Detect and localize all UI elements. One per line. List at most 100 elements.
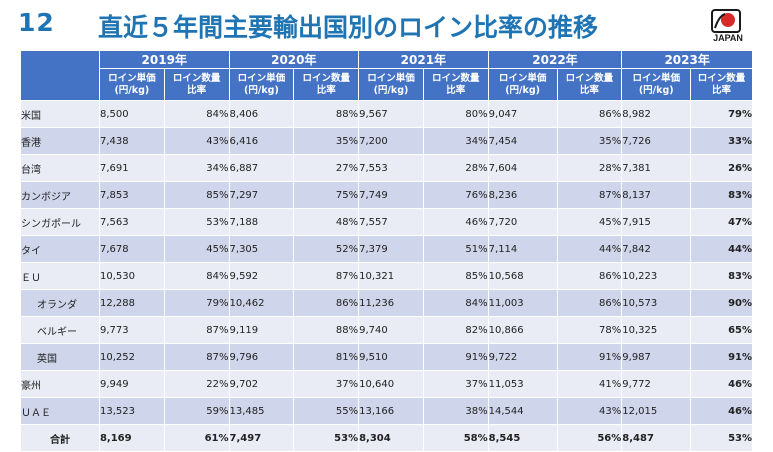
loin-unit-price: 9,773	[98, 316, 165, 344]
loin-quantity-ratio: 87%	[163, 316, 230, 344]
table-row: 香港 7,438 43% 6,416 35% 7,200 34% 7,454 35% 7,726 3…	[20, 127, 753, 155]
sub-header-row: ロイン単価 (円/kg) ロイン数量 比率 ロイン単価 (円/kg) ロイン数量 比率…	[21, 68, 753, 101]
loin-quantity-ratio: 28%	[556, 154, 623, 182]
loin-unit-price: 7,381	[621, 154, 692, 182]
loin-quantity-ratio: 78%	[556, 316, 623, 344]
loin-unit-price: 10,325	[621, 316, 692, 344]
loin-unit-price: 10,462	[228, 289, 295, 317]
country-name: 英国	[20, 343, 100, 371]
total-unit-price: 8,169	[98, 424, 165, 452]
loin-quantity-ratio: 48%	[293, 208, 360, 236]
loin-unit-price: 7,915	[621, 208, 692, 236]
ratio-subheader: ロイン数量 比率	[556, 68, 623, 101]
loin-unit-price: 7,749	[358, 181, 424, 209]
loin-unit-price: 9,987	[621, 343, 692, 371]
loin-quantity-ratio: 83%	[690, 181, 753, 209]
corner-header	[20, 50, 100, 101]
loin-quantity-ratio: 46%	[690, 370, 753, 398]
loin-quantity-ratio: 75%	[293, 181, 360, 209]
loin-quantity-ratio: 79%	[163, 289, 230, 317]
loin-quantity-ratio: 38%	[422, 397, 489, 425]
loin-quantity-ratio: 87%	[556, 181, 623, 209]
loin-unit-price: 13,523	[98, 397, 165, 425]
loin-unit-price: 7,454	[487, 127, 558, 155]
logo-text: JAPAN	[713, 33, 743, 43]
loin-unit-price: 9,772	[621, 370, 692, 398]
total-row: 合計 8,169 61% 7,497 53% 8,304 58% 8,545 56% 8,487 5…	[20, 424, 753, 452]
loin-quantity-ratio: 80%	[422, 100, 489, 128]
loin-unit-price: 11,236	[358, 289, 424, 317]
total-quantity-ratio: 53%	[690, 424, 753, 452]
country-name: シンガポール	[20, 208, 100, 236]
loin-unit-price: 7,305	[228, 235, 295, 263]
loin-quantity-ratio: 37%	[422, 370, 489, 398]
loin-unit-price: 8,137	[621, 181, 692, 209]
total-unit-price: 8,545	[487, 424, 558, 452]
title-bar: 12 直近５年間主要輸出国別のロイン比率の推移 JAPAN	[0, 0, 773, 44]
loin-unit-price: 10,568	[487, 262, 558, 290]
loin-quantity-ratio: 87%	[163, 343, 230, 371]
loin-unit-price: 10,223	[621, 262, 692, 290]
loin-quantity-ratio: 90%	[690, 289, 753, 317]
loin-unit-price: 7,438	[98, 127, 165, 155]
country-name: オランダ	[20, 289, 100, 317]
loin-quantity-ratio: 91%	[690, 343, 753, 371]
total-quantity-ratio: 61%	[163, 424, 230, 452]
loin-unit-price: 9,702	[228, 370, 295, 398]
table-row: カンボジア 7,853 85% 7,297 75% 7,749 76% 8,236 87% 8,1…	[20, 181, 753, 209]
loin-quantity-ratio: 53%	[163, 208, 230, 236]
loin-unit-price: 10,252	[98, 343, 165, 371]
loin-unit-price: 7,691	[98, 154, 165, 182]
country-name: 台湾	[20, 154, 100, 182]
loin-quantity-ratio: 85%	[163, 181, 230, 209]
loin-unit-price: 7,557	[358, 208, 424, 236]
loin-unit-price: 7,604	[487, 154, 558, 182]
year-header-row: 2019年 2020年 2021年 2022年 2023年	[20, 50, 753, 101]
loin-quantity-ratio: 65%	[690, 316, 753, 344]
total-quantity-ratio: 53%	[293, 424, 360, 452]
loin-quantity-ratio: 44%	[690, 235, 753, 263]
loin-quantity-ratio: 84%	[163, 100, 230, 128]
loin-unit-price: 7,678	[98, 235, 165, 263]
loin-quantity-ratio: 79%	[690, 100, 753, 128]
ratio-subheader: ロイン数量 比率	[690, 68, 753, 101]
loin-unit-price: 7,114	[487, 235, 558, 263]
loin-unit-price: 7,726	[621, 127, 692, 155]
price-subheader: ロイン単価 (円/kg)	[228, 68, 295, 101]
loin-quantity-ratio: 88%	[293, 316, 360, 344]
loin-unit-price: 9,567	[358, 100, 424, 128]
loin-quantity-ratio: 55%	[293, 397, 360, 425]
loin-quantity-ratio: 82%	[422, 316, 489, 344]
loin-quantity-ratio: 34%	[422, 127, 489, 155]
country-name: タイ	[20, 235, 100, 263]
loin-quantity-ratio: 81%	[293, 343, 360, 371]
loin-quantity-ratio: 22%	[163, 370, 230, 398]
loin-unit-price: 10,640	[358, 370, 424, 398]
price-subheader: ロイン単価 (円/kg)	[621, 68, 692, 101]
year-header: 2021年	[358, 50, 489, 69]
loin-unit-price: 13,166	[358, 397, 424, 425]
loin-unit-price: 9,740	[358, 316, 424, 344]
ratio-subheader: ロイン数量 比率	[293, 68, 360, 101]
loin-unit-price: 9,119	[228, 316, 295, 344]
total-quantity-ratio: 56%	[556, 424, 623, 452]
country-name: ＵＡＥ	[20, 397, 100, 425]
table-row: ＥＵ 10,530 84% 9,592 87% 10,321 85% 10,568 86% 10,…	[20, 262, 753, 290]
loin-unit-price: 11,003	[487, 289, 558, 317]
ratio-subheader: ロイン数量 比率	[163, 68, 230, 101]
loin-unit-price: 10,866	[487, 316, 558, 344]
total-quantity-ratio: 58%	[422, 424, 489, 452]
loin-unit-price: 6,887	[228, 154, 295, 182]
loin-unit-price: 7,563	[98, 208, 165, 236]
loin-unit-price: 7,200	[358, 127, 424, 155]
country-name: ベルギー	[20, 316, 100, 344]
total-unit-price: 7,497	[228, 424, 295, 452]
loin-unit-price: 9,722	[487, 343, 558, 371]
loin-unit-price: 7,553	[358, 154, 424, 182]
loin-quantity-ratio: 37%	[293, 370, 360, 398]
loin-unit-price: 9,949	[98, 370, 165, 398]
loin-unit-price: 8,406	[228, 100, 295, 128]
loin-unit-price: 9,796	[228, 343, 295, 371]
loin-unit-price: 9,510	[358, 343, 424, 371]
loin-quantity-ratio: 43%	[556, 397, 623, 425]
